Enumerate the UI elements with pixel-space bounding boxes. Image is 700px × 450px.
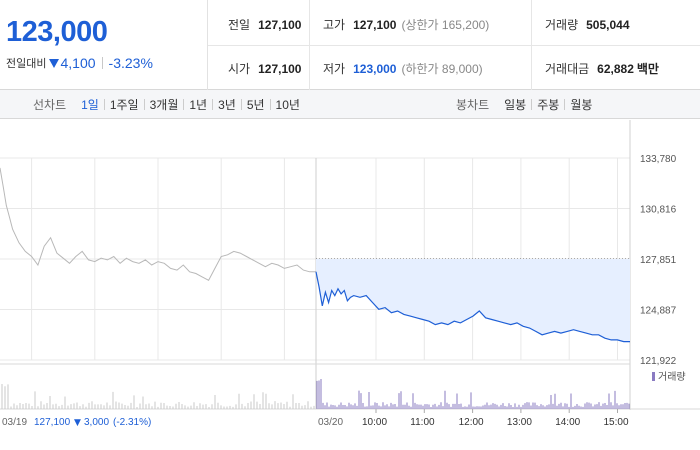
tab-1w[interactable]: 1주일 — [109, 98, 139, 112]
stat-grid: 전일 127,100 시가 127,100 고가 127,100 (상한가 16… — [208, 0, 700, 90]
prev-rate-label: (-2.31%) — [113, 417, 151, 428]
down-arrow-icon: ▼ — [74, 418, 81, 428]
high-label: 고가 — [323, 18, 346, 32]
amount-stat: 거래대금 62,882 백만 — [545, 60, 659, 77]
divider — [208, 45, 700, 46]
divider — [309, 0, 310, 90]
tab-3y[interactable]: 3년 — [218, 98, 236, 112]
prev-close-stat: 전일 127,100 — [228, 16, 301, 33]
y-tick-label: 133,780 — [640, 154, 677, 165]
x-tick-label: 10:00 — [362, 417, 387, 428]
high-stat: 고가 127,100 (상한가 165,200) — [323, 16, 489, 33]
tab-monthly-candle[interactable]: 월봉 — [570, 98, 593, 112]
change-label: 전일대비 — [6, 58, 47, 70]
divider — [143, 99, 145, 110]
amount-label: 거래대금 — [545, 62, 590, 76]
prev-change-label: 3,000 — [84, 417, 109, 428]
y-tick-label: 127,851 — [640, 255, 677, 266]
open-stat: 시가 127,100 — [228, 60, 301, 77]
open-value: 127,100 — [258, 62, 302, 76]
line-chart-tabs: 선차트 1일 1주일 3개월 1년 3년 5년 10년 — [33, 90, 305, 119]
tab-daily-candle[interactable]: 일봉 — [504, 98, 527, 112]
low-stat: 저가 123,000 (하한가 89,000) — [323, 60, 483, 77]
line-chart-title: 선차트 — [33, 98, 67, 112]
divider — [240, 99, 242, 110]
volume-value: 505,044 — [586, 18, 630, 32]
change-value: 4,100 — [60, 55, 96, 71]
volume-stat: 거래량 505,044 — [545, 16, 630, 33]
volume-label: 거래량 — [545, 18, 579, 32]
divider — [531, 0, 532, 90]
today-line — [315, 271, 630, 343]
x-tick-label: 11:00 — [410, 417, 435, 428]
current-price-box: 123,000 전일대비 4,100 -3.23% — [0, 0, 208, 90]
amount-value: 62,882 — [597, 62, 634, 76]
prev-close-label: 전일 — [228, 18, 251, 32]
prev-close-value-label: 127,100 — [34, 417, 71, 428]
x-tick-label: 12:00 — [459, 417, 484, 428]
candle-chart-title: 봉차트 — [456, 98, 490, 112]
tab-1d[interactable]: 1일 — [81, 98, 99, 112]
volume-legend-label: 거래량 — [658, 371, 686, 383]
divider — [564, 99, 566, 110]
change-row: 전일대비 4,100 -3.23% — [6, 55, 153, 71]
stock-summary: 123,000 전일대비 4,100 -3.23% 전일 127,100 시가 … — [0, 0, 700, 90]
divider — [212, 99, 214, 110]
x-tick-label: 13:00 — [507, 417, 532, 428]
current-price: 123,000 — [6, 16, 108, 48]
high-value: 127,100 — [353, 18, 397, 32]
candle-chart-tabs: 봉차트 일봉 주봉 월봉 — [456, 90, 597, 119]
divider — [531, 99, 533, 110]
tab-3m[interactable]: 3개월 — [149, 98, 179, 112]
y-tick-label: 130,816 — [640, 205, 677, 216]
volume-legend-swatch — [652, 372, 655, 381]
y-tick-label: 121,922 — [640, 356, 677, 367]
prev-date-label: 03/19 — [2, 417, 27, 428]
low-value: 123,000 — [353, 62, 397, 76]
divider — [101, 57, 103, 69]
divider — [183, 99, 185, 110]
y-tick-label: 124,887 — [640, 306, 677, 317]
prev-day-line — [0, 167, 316, 281]
x-tick-label: 14:00 — [555, 417, 580, 428]
tab-weekly-candle[interactable]: 주봉 — [537, 98, 560, 112]
change-rate: -3.23% — [108, 55, 153, 71]
today-area-fill — [316, 259, 630, 342]
chart-tab-bar: 선차트 1일 1주일 3개월 1년 3년 5년 10년 봉차트 일봉 주봉 월봉 — [0, 90, 700, 119]
divider — [103, 99, 105, 110]
divider — [269, 99, 271, 110]
price-chart[interactable]: 133,780 130,816 127,851 124,887 121,922 거래량 03… — [0, 120, 700, 450]
tab-1y[interactable]: 1년 — [189, 98, 208, 112]
prev-close-value: 127,100 — [258, 18, 302, 32]
amount-unit: 백만 — [636, 62, 659, 76]
x-tick-label: 15:00 — [604, 417, 629, 428]
today-date-label: 03/20 — [318, 417, 343, 428]
upper-limit: (상한가 165,200) — [401, 18, 490, 32]
down-arrow-icon — [49, 58, 60, 68]
low-label: 저가 — [323, 62, 346, 76]
tab-5y[interactable]: 5년 — [246, 98, 265, 112]
lower-limit: (하한가 89,000) — [401, 62, 483, 76]
tab-10y[interactable]: 10년 — [275, 98, 300, 112]
open-label: 시가 — [228, 62, 251, 76]
price-chart-svg[interactable]: 133,780 130,816 127,851 124,887 121,922 거래량 03… — [0, 120, 700, 450]
